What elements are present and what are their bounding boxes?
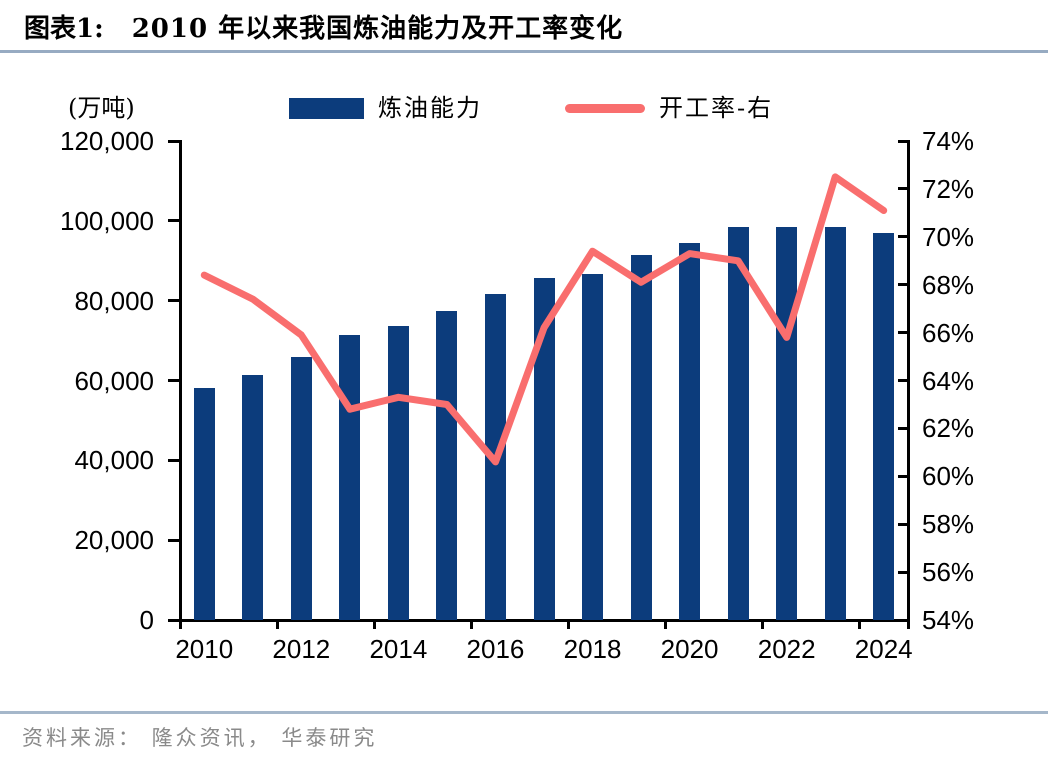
x-axis-tick-label: 2014	[369, 634, 428, 664]
figure-label: 图表1:	[24, 14, 104, 44]
y-axis-right-tick-label: 74%	[922, 126, 975, 156]
x-axis-tick	[275, 620, 279, 629]
y-axis-left-tick-label: 0	[139, 605, 154, 635]
x-axis-tick-label: 2024	[854, 634, 913, 664]
y-axis-right-tick-label: 70%	[922, 221, 975, 252]
bar	[582, 273, 604, 620]
x-axis-tick	[663, 620, 667, 629]
bar	[824, 227, 846, 620]
bar	[193, 388, 215, 620]
y-axis-right-tick-label: 64%	[922, 365, 975, 396]
y-axis-right-tick	[898, 187, 908, 191]
y-axis-right-tick	[898, 139, 908, 143]
left-axis-unit-label: (万吨)	[68, 94, 135, 122]
y-axis-right-tick-label: 66%	[922, 317, 975, 348]
bar	[727, 227, 749, 620]
x-axis-tick	[469, 620, 473, 629]
y-axis-right-tick	[898, 522, 908, 526]
bar	[436, 311, 458, 620]
y-axis-right-tick	[898, 618, 908, 622]
legend-item-utilization: 开工率-右	[565, 88, 773, 123]
y-axis-left-tick-label: 40,000	[74, 445, 154, 476]
y-axis-left-tick	[168, 618, 180, 622]
y-axis-right-tick-label: 56%	[922, 557, 975, 588]
bar	[242, 374, 264, 620]
x-axis-tick-label: 2016	[466, 634, 525, 664]
y-axis-left-tick	[168, 299, 180, 303]
y-axis-left-tick	[168, 538, 180, 542]
y-axis-right-tick	[898, 570, 908, 574]
y-axis-right-tick	[898, 331, 908, 335]
x-axis-tick-label: 2010	[175, 634, 234, 664]
y-axis-right-tick-label: 68%	[922, 269, 975, 300]
line-series-swatch	[565, 104, 645, 113]
source-note: 资料来源： 隆众资讯， 华泰研究	[22, 726, 378, 750]
utilization-line-path	[200, 173, 888, 466]
legend-label-capacity: 炼油能力	[378, 94, 482, 122]
x-axis-tick	[372, 620, 376, 629]
bar	[290, 356, 312, 620]
y-axis-left-tick-label: 100,000	[60, 205, 154, 236]
y-axis-right-tick-label: 72%	[922, 173, 975, 204]
legend-item-capacity: 炼油能力	[289, 88, 482, 123]
y-axis-right-tick	[898, 379, 908, 382]
footer-divider	[0, 711, 1048, 714]
x-axis-tick-label: 2022	[757, 634, 816, 664]
y-axis-right-tick-label: 54%	[922, 605, 975, 635]
y-axis-left-tick-label: 20,000	[74, 525, 154, 556]
x-axis-tick	[906, 620, 910, 629]
y-axis-left-tick-label: 60,000	[74, 365, 154, 396]
bar	[679, 242, 701, 620]
y-axis-left-tick	[168, 219, 180, 223]
y-axis-right-tick-label: 62%	[922, 413, 975, 444]
y-axis-left-tick	[168, 379, 180, 382]
y-axis-left-tick	[168, 139, 180, 143]
x-axis	[178, 618, 910, 622]
x-axis-tick	[178, 620, 182, 629]
chart-header: 图表1: 2010 年以来我国炼油能力及开工率变化	[24, 8, 623, 45]
x-axis-tick	[760, 620, 764, 629]
y-axis-right-tick	[898, 283, 908, 287]
utilization-line-series	[200, 173, 888, 466]
x-axis-tick-label: 2020	[660, 634, 719, 664]
title-divider	[0, 50, 1048, 53]
x-axis-tick-label: 2012	[272, 634, 331, 664]
bar-series-swatch	[289, 98, 364, 119]
bar	[533, 278, 555, 620]
bar	[873, 233, 895, 620]
y-axis-left-tick-label: 80,000	[74, 285, 154, 316]
y-axis-left-tick	[168, 458, 180, 462]
y-axis-right-tick-label: 58%	[922, 509, 975, 540]
y-axis-right-tick	[898, 474, 908, 478]
x-axis-tick	[566, 620, 570, 629]
x-axis-tick	[857, 620, 861, 629]
y-axis-right-tick	[898, 235, 908, 239]
y-axis-right	[906, 139, 910, 622]
legend-label-utilization: 开工率-右	[659, 94, 774, 122]
y-axis-right-tick	[898, 426, 908, 430]
bar	[630, 254, 652, 620]
y-axis-right-tick-label: 60%	[922, 461, 975, 492]
y-axis-left	[178, 139, 182, 622]
x-axis-tick-label: 2018	[563, 634, 622, 664]
page-title: 2010 年以来我国炼油能力及开工率变化	[131, 14, 624, 44]
y-axis-left-tick-label: 120,000	[60, 126, 154, 156]
